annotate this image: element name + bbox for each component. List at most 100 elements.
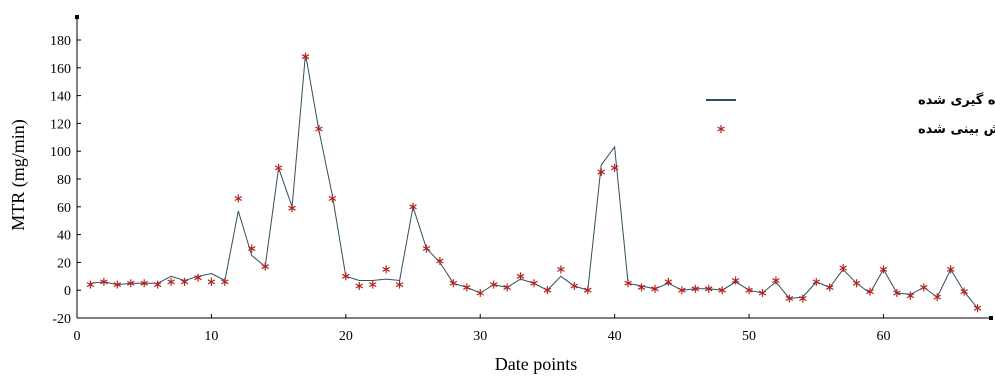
- predicted-point: [463, 283, 471, 292]
- predicted-point: [772, 276, 780, 285]
- predicted-point: [288, 204, 296, 213]
- predicted-point: [140, 279, 148, 288]
- predicted-point: [301, 52, 310, 61]
- predicted-point: [879, 265, 888, 274]
- predicted-point: [610, 163, 619, 172]
- predicted-point: [812, 277, 821, 286]
- predicted-point: [113, 280, 122, 289]
- measured-series: [90, 53, 978, 309]
- predicted-point: [489, 280, 498, 289]
- y-tick-label: 120: [50, 117, 71, 132]
- predicted-point: [368, 280, 377, 289]
- predicted-point: [825, 283, 834, 292]
- predicted-point: [624, 279, 632, 288]
- predicted-point: [100, 277, 108, 286]
- x-tick-label: 30: [473, 329, 487, 344]
- predicted-point: [745, 286, 753, 295]
- y-tick-label: 100: [50, 145, 71, 160]
- predicted-point: [597, 168, 605, 177]
- y-axis-end-marker: [75, 15, 79, 19]
- predicted-point: [126, 279, 135, 288]
- x-tick-label: 40: [608, 329, 622, 344]
- predicted-point: [476, 288, 485, 297]
- predicted-series: [86, 52, 982, 313]
- predicted-point: [557, 265, 565, 274]
- legend-label-predicted: مقدار پیش بینی شده: [918, 122, 995, 137]
- predicted-point: [570, 282, 579, 291]
- legend-marker-swatch: [717, 125, 725, 133]
- predicted-point: [731, 276, 740, 285]
- y-tick-label: 20: [57, 256, 71, 271]
- measured-line: [90, 53, 978, 309]
- x-tick-label: 50: [742, 329, 756, 344]
- predicted-point: [637, 283, 646, 292]
- y-tick-label: -20: [52, 312, 71, 327]
- predicted-point: [328, 194, 337, 203]
- predicted-point: [180, 277, 189, 286]
- predicted-point: [543, 286, 552, 295]
- predicted-point: [436, 257, 444, 266]
- predicted-point: [86, 280, 95, 289]
- x-tick-label: 10: [204, 329, 218, 344]
- predicted-point: [342, 272, 350, 281]
- predicted-point: [382, 265, 390, 274]
- predicted-point: [261, 262, 269, 271]
- predicted-point: [167, 277, 175, 286]
- predicted-point: [409, 202, 417, 211]
- predicted-point: [839, 263, 847, 272]
- predicted-point: [960, 287, 968, 296]
- predicted-point: [718, 286, 726, 295]
- predicted-point: [758, 288, 767, 297]
- predicted-point: [395, 280, 404, 289]
- predicted-point: [785, 294, 794, 303]
- y-tick-label: 40: [57, 229, 71, 244]
- predicted-point: [799, 294, 807, 303]
- predicted-point: [153, 280, 162, 289]
- predicted-point: [678, 286, 686, 295]
- y-tick-label: 180: [50, 34, 71, 49]
- predicted-point: [691, 284, 700, 293]
- predicted-point: [920, 283, 928, 292]
- predicted-point: [852, 279, 861, 288]
- predicted-point: [933, 293, 942, 302]
- y-axis-label: MTR (mg/min): [8, 119, 29, 231]
- x-tick-label: 60: [876, 329, 890, 344]
- predicted-point: [503, 283, 511, 292]
- predicted-point: [315, 124, 323, 133]
- predicted-point: [664, 277, 673, 286]
- predicted-point: [973, 304, 982, 313]
- predicted-point: [946, 265, 955, 274]
- predicted-point: [449, 279, 458, 288]
- y-ticks: -20 0 20 40 60 80 100 120 140 160 180: [50, 34, 81, 327]
- predicted-point: [866, 287, 874, 296]
- x-ticks: 0 10 20 30 40 50 60: [74, 314, 890, 344]
- predicted-point: [906, 291, 915, 300]
- legend: مقدار اندازه گیری شده مقدار پیش بینی شده: [706, 92, 995, 137]
- legend-marker-star: [717, 125, 725, 133]
- y-tick-label: 140: [50, 90, 71, 105]
- y-tick-label: 160: [50, 62, 71, 77]
- predicted-point: [704, 284, 713, 293]
- predicted-point: [194, 273, 202, 282]
- predicted-point: [583, 286, 592, 295]
- x-tick-label: 0: [74, 329, 81, 344]
- axes: [75, 15, 993, 320]
- y-tick-label: 0: [64, 284, 71, 299]
- predicted-point: [207, 277, 216, 286]
- x-axis-label: Date points: [495, 354, 578, 374]
- predicted-point: [530, 279, 538, 288]
- y-tick-label: 80: [57, 173, 71, 188]
- predicted-point: [274, 163, 283, 172]
- predicted-point: [422, 244, 431, 253]
- legend-label-measured: مقدار اندازه گیری شده: [918, 92, 995, 108]
- x-axis-end-marker: [989, 316, 993, 320]
- y-tick-label: 60: [57, 201, 71, 216]
- predicted-point: [516, 272, 525, 281]
- predicted-point: [355, 282, 364, 291]
- predicted-point: [234, 194, 243, 203]
- predicted-point: [247, 244, 256, 253]
- predicted-point: [221, 277, 229, 286]
- predicted-point: [651, 284, 659, 293]
- x-tick-label: 20: [339, 329, 353, 344]
